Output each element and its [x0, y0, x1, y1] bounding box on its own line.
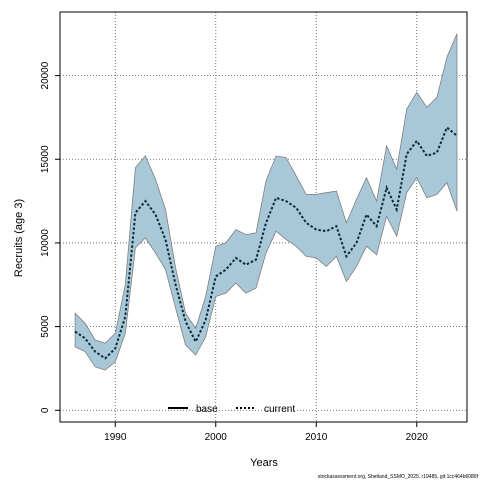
y-tick-label: 15000: [40, 145, 51, 173]
plot-frame: [59, 11, 468, 423]
y-tick-label: 10000: [40, 229, 51, 257]
y-tick-label: 20000: [40, 61, 51, 89]
x-axis: 1990 2000 2010 2020: [104, 422, 428, 443]
y-tick-label: 5000: [40, 315, 51, 338]
x-tick-label: 2020: [406, 432, 429, 443]
x-tick-label: 2010: [305, 432, 328, 443]
confidence-band-layer: [74, 33, 458, 371]
confidence-band: [74, 33, 458, 371]
x-tick-label: 2000: [205, 432, 228, 443]
legend-base-label: base: [196, 404, 218, 415]
y-tick-label: 0: [40, 407, 51, 413]
x-axis-title: Years: [250, 457, 278, 469]
y-axis-title: Recruits (age 3): [13, 199, 25, 277]
x-tick-label: 1990: [104, 432, 127, 443]
legend-current-label: current: [264, 404, 295, 415]
legend: base current: [168, 404, 295, 415]
y-axis: 0 5000 10000 15000 20000: [40, 61, 60, 413]
footer-note: stockassessment.org, Shetland_SSMO_2025,…: [318, 474, 479, 480]
